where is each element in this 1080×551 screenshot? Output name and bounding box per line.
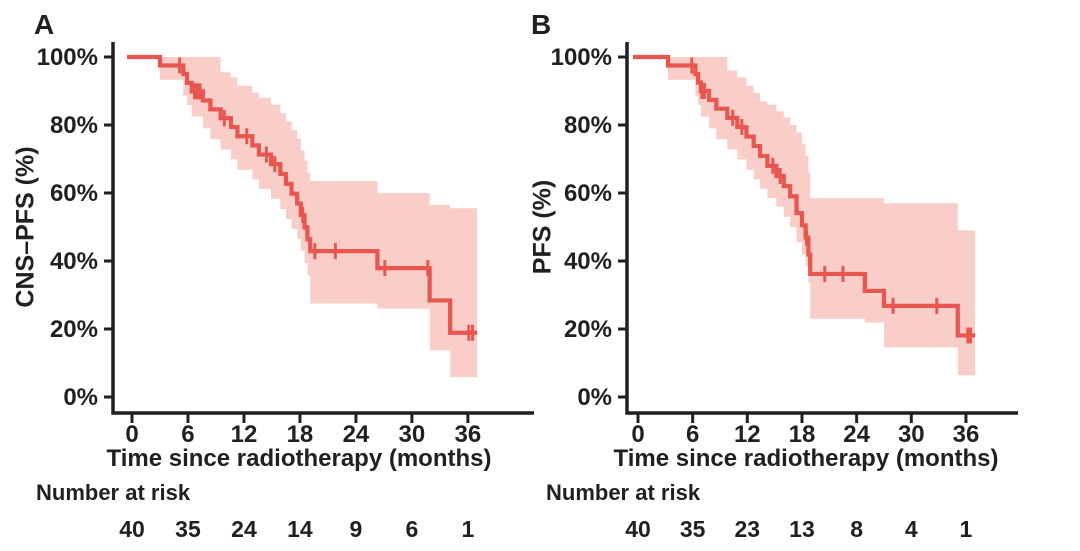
y-tick-label: 0% bbox=[63, 384, 98, 411]
y-tick-label: 60% bbox=[50, 180, 98, 207]
x-tick-label: 24 bbox=[843, 421, 870, 448]
panel-b-letter: B bbox=[531, 9, 552, 40]
risk-count: 9 bbox=[350, 516, 363, 542]
risk-count: 35 bbox=[680, 516, 706, 542]
km-plot-panel-b: 0% 20% 40% 60% 80% 100% 0 6 12 18 24 30 36 40 35 23 13 8 4… bbox=[551, 42, 1018, 542]
confidence-band bbox=[638, 57, 976, 376]
y-tick-label: 80% bbox=[564, 112, 612, 139]
axis-lines bbox=[111, 42, 534, 415]
risk-count: 14 bbox=[287, 516, 313, 542]
y-tick-label: 0% bbox=[577, 384, 612, 411]
x-tick-label: 12 bbox=[231, 421, 258, 448]
panel-b-x-axis-title: Time since radiotherapy (months) bbox=[613, 445, 999, 472]
risk-count: 1 bbox=[960, 516, 973, 542]
risk-count: 6 bbox=[406, 516, 419, 542]
x-tick-label: 0 bbox=[631, 421, 644, 448]
x-tick-label: 12 bbox=[734, 421, 761, 448]
km-plot-panel-a: 0% 20% 40% 60% 80% 100% 0 6 12 18 24 30 36 40 35 24 14 9 6… bbox=[37, 42, 534, 542]
risk-count: 40 bbox=[119, 516, 145, 542]
risk-count: 23 bbox=[735, 516, 761, 542]
y-tick-label: 20% bbox=[50, 316, 98, 343]
x-tick-label: 36 bbox=[953, 421, 980, 448]
panel-a-y-axis-title: CNS–PFS (%) bbox=[11, 146, 40, 308]
x-tick-label: 0 bbox=[125, 421, 138, 448]
x-tick-label: 6 bbox=[181, 421, 194, 448]
x-tick-label: 36 bbox=[455, 421, 482, 448]
y-tick-label: 40% bbox=[564, 248, 612, 275]
y-tick-label: 20% bbox=[564, 316, 612, 343]
y-tick-label: 100% bbox=[37, 44, 98, 71]
panel-a-x-axis-title: Time since radiotherapy (months) bbox=[106, 445, 492, 472]
risk-count: 8 bbox=[850, 516, 863, 542]
panel-b-y-axis-title: PFS (%) bbox=[528, 179, 557, 275]
y-tick-label: 80% bbox=[50, 112, 98, 139]
panel-a-letter: A bbox=[34, 9, 55, 40]
axis-lines bbox=[625, 42, 1018, 415]
risk-count: 24 bbox=[231, 516, 257, 542]
x-tick-label: 18 bbox=[287, 421, 314, 448]
x-tick-label: 6 bbox=[686, 421, 699, 448]
risk-count: 13 bbox=[789, 516, 815, 542]
survival-curve bbox=[127, 54, 478, 335]
risk-count: 4 bbox=[905, 516, 918, 542]
y-tick-label: 60% bbox=[564, 180, 612, 207]
y-tick-label: 40% bbox=[50, 248, 98, 275]
y-tick-label: 100% bbox=[551, 44, 612, 71]
risk-count: 40 bbox=[625, 516, 651, 542]
x-tick-label: 30 bbox=[399, 421, 426, 448]
risk-count: 35 bbox=[175, 516, 201, 542]
x-tick-label: 30 bbox=[898, 421, 925, 448]
risk-count: 1 bbox=[461, 516, 474, 542]
x-tick-label: 18 bbox=[789, 421, 816, 448]
panel-b-number-at-risk-label: Number at risk bbox=[546, 480, 701, 505]
x-tick-label: 24 bbox=[343, 421, 370, 448]
panel-a-number-at-risk-label: Number at risk bbox=[36, 480, 191, 505]
